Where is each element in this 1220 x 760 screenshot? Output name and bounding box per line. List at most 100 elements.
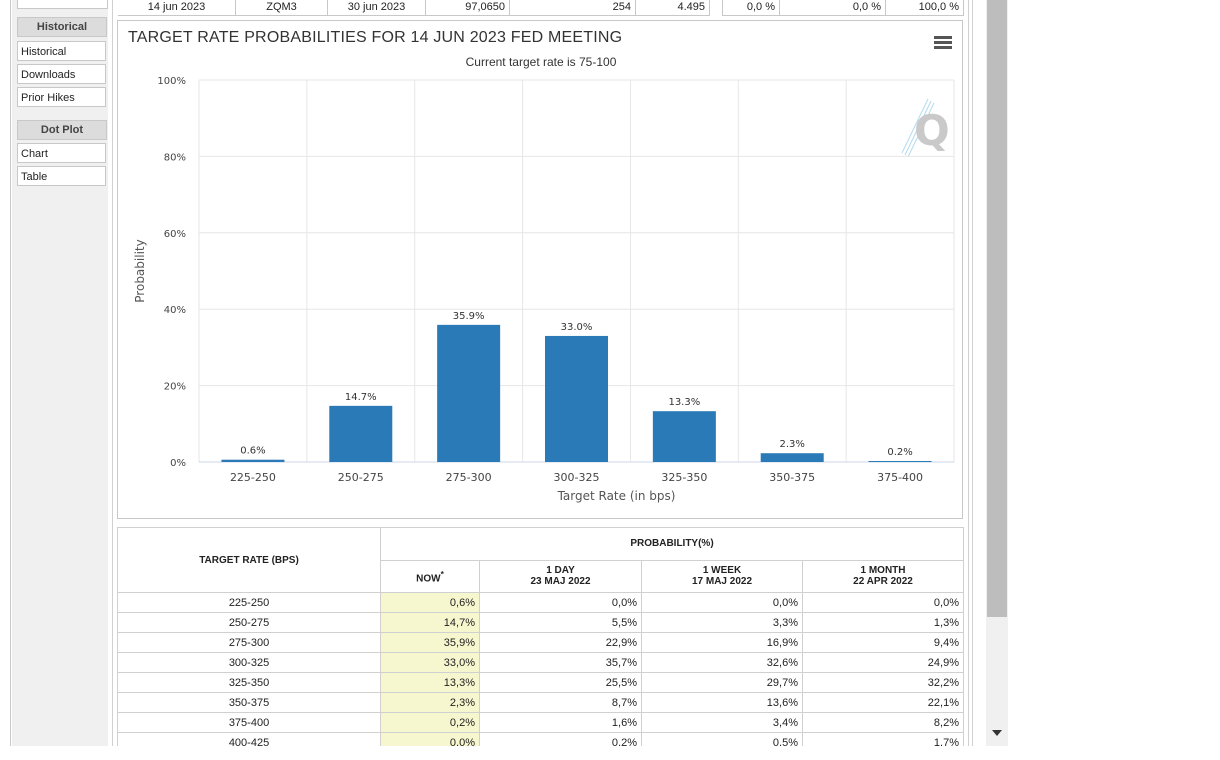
y-tick-label: 80% (164, 152, 186, 163)
bar-chart: 0% 20% 40% 60% 80% 100% 0.6% 225-250 14.7% 250-27… (133, 76, 955, 503)
cell-1month: 9,4% (802, 632, 964, 653)
header-target-rate: TARGET RATE (BPS) (117, 527, 381, 593)
bar-250-275 (329, 405, 393, 462)
data-label: 0.2% (887, 447, 912, 458)
cell-1month: 8,2% (802, 712, 964, 733)
content-border-left (112, 0, 113, 746)
header-1day: 1 DAY 23 MAJ 2022 (479, 559, 642, 593)
hamburger-menu-icon[interactable] (934, 36, 952, 50)
table-row: 350-375 2,3% 8,7% 13,6% 22,1% (117, 692, 964, 713)
sidebar: Historical Historical Downloads Prior Hi… (12, 0, 108, 746)
chart-title: TARGET RATE PROBABILITIES FOR 14 JUN 202… (128, 29, 623, 46)
quikstrike-q-logo: Q (901, 98, 950, 158)
header-1week-label: 1 WEEK (702, 565, 742, 577)
sidebar-item-table[interactable]: Table (17, 166, 106, 186)
x-tick-label: 325-350 (661, 471, 707, 484)
cell-rate: 275-300 (117, 632, 381, 653)
table-row: 250-275 14,7% 5,5% 3,3% 1,3% (117, 612, 964, 633)
cell-1week: 0,0% (641, 592, 803, 613)
x-tick-label: 250-275 (338, 471, 384, 484)
sidebar-header-dot-plot: Dot Plot (17, 120, 107, 140)
sidebar-item-downloads[interactable]: Downloads (17, 64, 106, 84)
bar-325-350 (652, 411, 716, 462)
header-1month: 1 MONTH 22 APR 2022 (802, 559, 964, 593)
y-axis-title: Probability (133, 239, 147, 302)
cell-now: 2,3% (380, 692, 480, 713)
cell-rate: 250-275 (117, 612, 381, 633)
cell-1week: 16,9% (641, 632, 803, 653)
data-label: 0.6% (240, 446, 265, 457)
content-border-right-2 (972, 0, 973, 746)
contract-days: 254 (510, 0, 636, 16)
header-1month-label: 1 MONTH (860, 565, 906, 577)
contract-volume: 4.495 (636, 0, 710, 16)
chart-subtitle: Current target rate is 75-100 (465, 55, 617, 69)
cell-now: 0,2% (380, 712, 480, 733)
sidebar-item-historical[interactable]: Historical (17, 41, 106, 61)
frame-divider (10, 0, 11, 746)
probability-table: TARGET RATE (BPS) PROBABILITY(%) NOW* 1 … (117, 527, 964, 753)
cell-1week: 3,3% (641, 612, 803, 633)
cell-1day: 0,0% (479, 592, 642, 613)
x-tick-label: 375-400 (877, 471, 923, 484)
cell-1day: 35,7% (479, 652, 642, 673)
x-tick-label: 350-375 (769, 471, 815, 484)
header-now-footnote: * (440, 568, 444, 579)
svg-text:Q: Q (914, 106, 950, 155)
cell-1month: 32,2% (802, 672, 964, 693)
bar-375-400 (868, 461, 932, 462)
x-tick-label: 225-250 (230, 471, 276, 484)
data-label: 2.3% (780, 439, 805, 450)
sidebar-stub (17, 0, 108, 9)
cell-1day: 5,5% (479, 612, 642, 633)
contract-expiry: 30 jun 2023 (328, 0, 426, 16)
table-row: 325-350 13,3% 25,5% 29,7% 32,2% (117, 672, 964, 693)
bar-350-375 (760, 453, 824, 462)
cell-rate: 325-350 (117, 672, 381, 693)
data-label: 33.0% (561, 322, 593, 333)
table-row: 300-325 33,0% 35,7% 32,6% 24,9% (117, 652, 964, 673)
cell-1week: 13,6% (641, 692, 803, 713)
contract-price: 97,0650 (426, 0, 510, 16)
y-tick-label: 20% (164, 382, 186, 393)
table-row: 225-250 0,6% 0,0% 0,0% 0,0% (117, 592, 964, 613)
cell-1week: 29,7% (641, 672, 803, 693)
cell-now: 0,6% (380, 592, 480, 613)
cell-1day: 8,7% (479, 692, 642, 713)
y-tick-label: 0% (170, 458, 186, 469)
cell-rate: 300-325 (117, 652, 381, 673)
x-tick-label: 275-300 (446, 471, 492, 484)
contract-prob-hold: 0,0 % (780, 0, 886, 16)
header-now: NOW* (380, 559, 480, 593)
bar-225-250 (221, 459, 285, 462)
cell-1month: 24,9% (802, 652, 964, 673)
bar-275-300 (437, 324, 501, 462)
cell-now: 13,3% (380, 672, 480, 693)
cell-1week: 32,6% (641, 652, 803, 673)
table-row: 275-300 35,9% 22,9% 16,9% 9,4% (117, 632, 964, 653)
cell-1day: 1,6% (479, 712, 642, 733)
cell-now: 35,9% (380, 632, 480, 653)
header-1week: 1 WEEK 17 MAJ 2022 (641, 559, 803, 593)
cell-rate: 375-400 (117, 712, 381, 733)
cell-now: 33,0% (380, 652, 480, 673)
data-label: 14.7% (345, 392, 377, 403)
cell-1week: 3,4% (641, 712, 803, 733)
contract-code: ZQM3 (236, 0, 328, 16)
y-tick-label: 60% (164, 229, 186, 240)
header-probability: PROBABILITY(%) (380, 527, 964, 561)
header-1month-date: 22 APR 2022 (853, 576, 913, 588)
scrollbar-thumb[interactable] (987, 0, 1007, 617)
scroll-down-arrow-icon[interactable] (992, 730, 1002, 736)
content-border-right (968, 0, 969, 746)
header-1week-date: 17 MAJ 2022 (691, 576, 753, 588)
data-label: 35.9% (453, 311, 485, 322)
viewport-bottom (0, 746, 1220, 760)
bar-300-325 (545, 335, 608, 462)
vertical-scrollbar[interactable] (986, 0, 1008, 746)
cell-1day: 22,9% (479, 632, 642, 653)
cell-now: 14,7% (380, 612, 480, 633)
cell-1month: 0,0% (802, 592, 964, 613)
sidebar-item-chart[interactable]: Chart (17, 143, 106, 163)
sidebar-item-prior-hikes[interactable]: Prior Hikes (17, 87, 106, 107)
